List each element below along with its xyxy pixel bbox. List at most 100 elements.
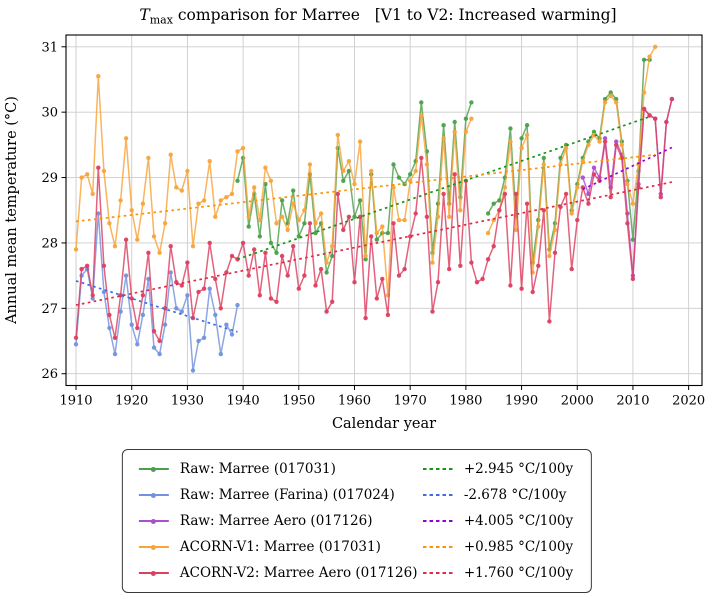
data-point — [441, 191, 446, 197]
data-point — [146, 155, 151, 161]
data-point — [140, 293, 146, 298]
legend-trend-label: +4.005 °C/100y — [463, 513, 574, 529]
data-point — [519, 136, 524, 141]
data-point — [151, 345, 157, 350]
data-point — [524, 132, 530, 138]
data-point — [413, 211, 418, 216]
data-point — [107, 221, 112, 226]
legend-entry-trend-raw-marree-017031: +2.945 °C/100y — [422, 461, 574, 477]
y-tick-label: 28 — [41, 236, 58, 251]
data-point — [246, 224, 251, 229]
legend-entry-raw-marree-farina-017024: Raw: Marree (Farina) (017024) — [138, 487, 397, 503]
data-point — [213, 214, 218, 219]
data-point — [112, 351, 118, 357]
legend-dotted-line-swatch — [422, 493, 453, 497]
title-subscript: max — [150, 14, 174, 27]
data-point — [580, 175, 585, 180]
series-raw-marree-017031 — [235, 57, 652, 275]
legend-dotted-line-swatch — [422, 519, 453, 523]
data-point — [302, 208, 307, 213]
legend-entry-acorn-v1-marree-017031: ACORN-V1: Marree (017031) — [138, 539, 397, 555]
trend-acorn-v1-marree-017031-line — [75, 153, 656, 223]
data-point — [324, 309, 329, 314]
data-point — [357, 139, 363, 144]
data-point — [302, 221, 307, 226]
data-point — [135, 237, 140, 242]
x-tick-label: 1940 — [227, 394, 260, 409]
data-point — [563, 191, 569, 197]
data-point — [586, 201, 591, 206]
data-point — [201, 335, 207, 340]
y-tick-label: 26 — [41, 367, 58, 382]
legend-line-marker-swatch — [138, 465, 169, 474]
data-point — [296, 286, 301, 291]
data-point — [207, 159, 212, 164]
data-point — [129, 296, 134, 301]
data-point — [123, 136, 129, 141]
data-point — [151, 234, 157, 239]
x-tick-label: 1930 — [171, 394, 204, 409]
data-point — [502, 191, 508, 197]
data-point — [129, 208, 134, 213]
data-point — [324, 260, 329, 265]
x-tick-label: 2020 — [672, 394, 705, 409]
data-point — [96, 165, 101, 170]
data-point — [285, 273, 290, 278]
data-point — [636, 185, 641, 190]
data-point — [641, 106, 647, 112]
data-point — [497, 198, 502, 203]
data-point — [369, 234, 374, 239]
data-point — [235, 302, 240, 308]
data-point — [608, 195, 613, 200]
data-point — [391, 162, 396, 167]
data-point — [591, 172, 597, 177]
data-point — [380, 224, 385, 229]
trend-raw-marree-aero-017126-line — [582, 146, 673, 191]
data-point — [218, 306, 223, 311]
data-point — [330, 244, 335, 249]
data-point — [513, 191, 519, 197]
data-point — [469, 100, 474, 105]
x-axis-label: Calendar year — [332, 416, 436, 432]
legend-trend-label: +2.945 °C/100y — [463, 461, 574, 477]
data-point — [374, 230, 379, 236]
data-point — [552, 227, 558, 233]
data-point — [452, 119, 457, 125]
data-point — [447, 214, 452, 219]
data-point — [90, 293, 95, 298]
legend-line-marker-swatch — [138, 517, 169, 526]
data-point — [185, 168, 190, 174]
data-point — [408, 178, 413, 183]
data-point — [391, 185, 396, 190]
data-point — [207, 286, 212, 291]
data-point — [352, 214, 357, 219]
data-point — [357, 198, 363, 203]
data-point — [530, 289, 535, 295]
data-point — [441, 123, 446, 128]
legend-trend-label: -2.678 °C/100y — [463, 487, 567, 503]
data-point — [85, 263, 90, 268]
y-tick-label: 29 — [41, 171, 58, 186]
data-point — [201, 286, 207, 291]
data-point — [491, 201, 496, 206]
data-point — [608, 93, 613, 99]
data-point — [218, 198, 223, 203]
title-T: T — [139, 6, 151, 24]
data-point — [363, 315, 368, 321]
data-point — [424, 214, 430, 219]
data-point — [274, 221, 279, 226]
data-point — [658, 195, 663, 200]
data-point — [669, 96, 675, 102]
data-point — [307, 221, 313, 226]
data-point — [547, 319, 552, 324]
data-point — [291, 188, 296, 193]
data-point — [168, 270, 173, 275]
data-point — [569, 266, 574, 272]
data-point — [140, 201, 146, 206]
data-point — [190, 368, 196, 373]
series-raw-marree-farina-017024 — [73, 211, 240, 373]
data-point — [107, 325, 112, 331]
data-point — [73, 247, 79, 252]
data-point — [569, 211, 574, 216]
data-point — [363, 253, 368, 259]
